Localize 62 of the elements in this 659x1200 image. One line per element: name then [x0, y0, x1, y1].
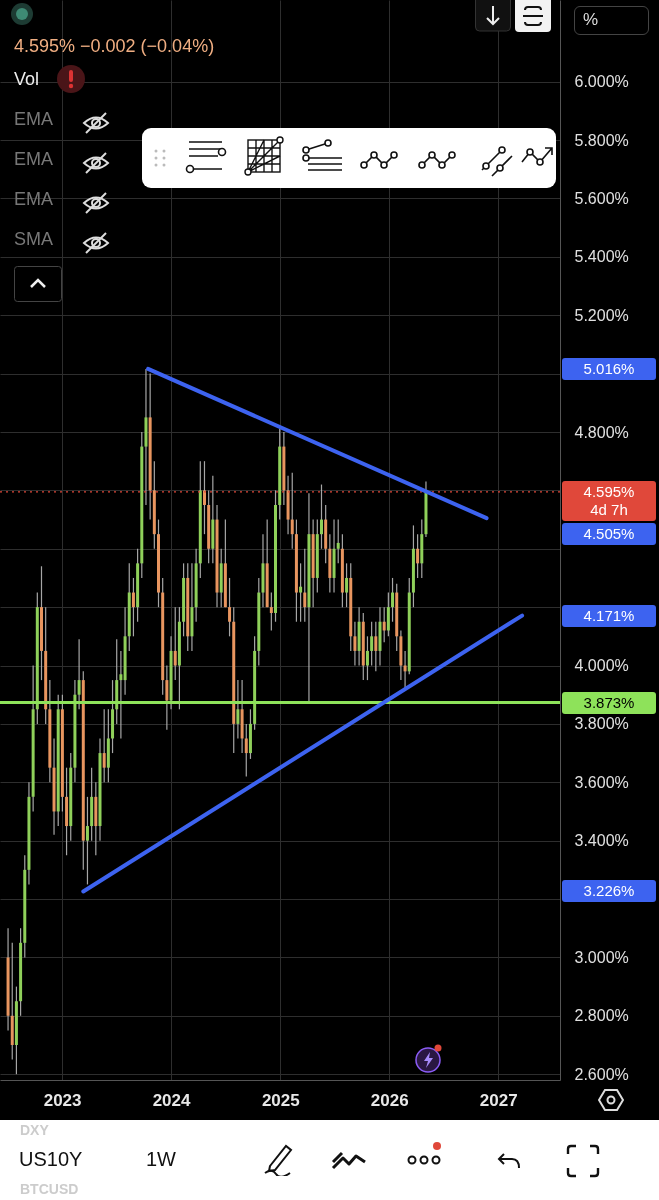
candlestick [386, 591, 390, 637]
candlestick [336, 518, 340, 564]
candlestick [119, 650, 123, 740]
y-tick-label: 3.400% [574, 832, 629, 850]
candlestick [236, 679, 240, 740]
x-tick-label: 2026 [370, 1090, 409, 1110]
candlestick [165, 664, 169, 731]
annotation: EMA [14, 189, 54, 210]
candlestick [374, 621, 378, 672]
text: 3.226% [562, 882, 656, 901]
candlestick [85, 796, 89, 886]
y-tick-label: 3.800% [574, 715, 629, 733]
candlestick [202, 460, 206, 535]
y-tick-label: 3.000% [574, 948, 629, 966]
candlestick [244, 723, 248, 778]
text: 4.171% [562, 606, 656, 625]
x-tick-label: 2023 [43, 1090, 82, 1110]
text: 4.505% [562, 524, 656, 543]
candlestick [173, 606, 177, 681]
annotation: EMA [14, 109, 54, 130]
candlestick [102, 708, 106, 783]
x-tick-label: 2024 [152, 1090, 191, 1110]
ref-line-label: 4.595% 4d 7h [562, 482, 656, 519]
candlestick [319, 483, 323, 550]
candlestick [365, 635, 369, 681]
candlestick [228, 577, 232, 637]
y-tick-label: 5.800% [574, 131, 629, 149]
candlestick [274, 489, 278, 623]
text: US10Y [19, 1148, 83, 1171]
candlestick [345, 562, 349, 608]
candlestick [39, 565, 43, 681]
y-tick-label: 5.600% [574, 189, 629, 207]
candlestick [299, 562, 303, 623]
candlestick [416, 533, 420, 579]
candlestick [131, 577, 135, 637]
candlestick [353, 621, 357, 667]
candlestick [370, 621, 374, 667]
candlestick [382, 606, 386, 643]
annotation: Vol [14, 69, 40, 90]
x-tick-label: 2025 [261, 1090, 300, 1110]
text: % [574, 6, 650, 35]
candlestick [157, 518, 161, 608]
y-tick-label: 5.200% [574, 306, 629, 324]
text: 1W [146, 1148, 176, 1171]
candlestick [290, 472, 294, 550]
y-tick-label: 5.400% [574, 248, 629, 266]
candlestick [269, 591, 273, 632]
y-tick-label: 4.000% [574, 657, 629, 675]
y-tick-label: 6.000% [574, 73, 629, 91]
y-tick-label: 3.600% [574, 773, 629, 791]
annotation: 4.595% −0.002 (−0.04%) [14, 36, 215, 57]
y-tick-label: 2.800% [574, 1007, 629, 1025]
candlestick [391, 577, 395, 623]
candlestick [303, 548, 307, 623]
text: 5.016% [562, 359, 656, 378]
y-tick-label: 2.600% [574, 1065, 629, 1083]
y-tick-label: 4.800% [574, 423, 629, 441]
candlestick [77, 638, 81, 710]
annotation: EMA [14, 149, 54, 170]
annotation: SMA [14, 229, 54, 250]
ref-line-label: 3.873% [562, 693, 656, 712]
x-tick-label: 2027 [479, 1090, 518, 1110]
